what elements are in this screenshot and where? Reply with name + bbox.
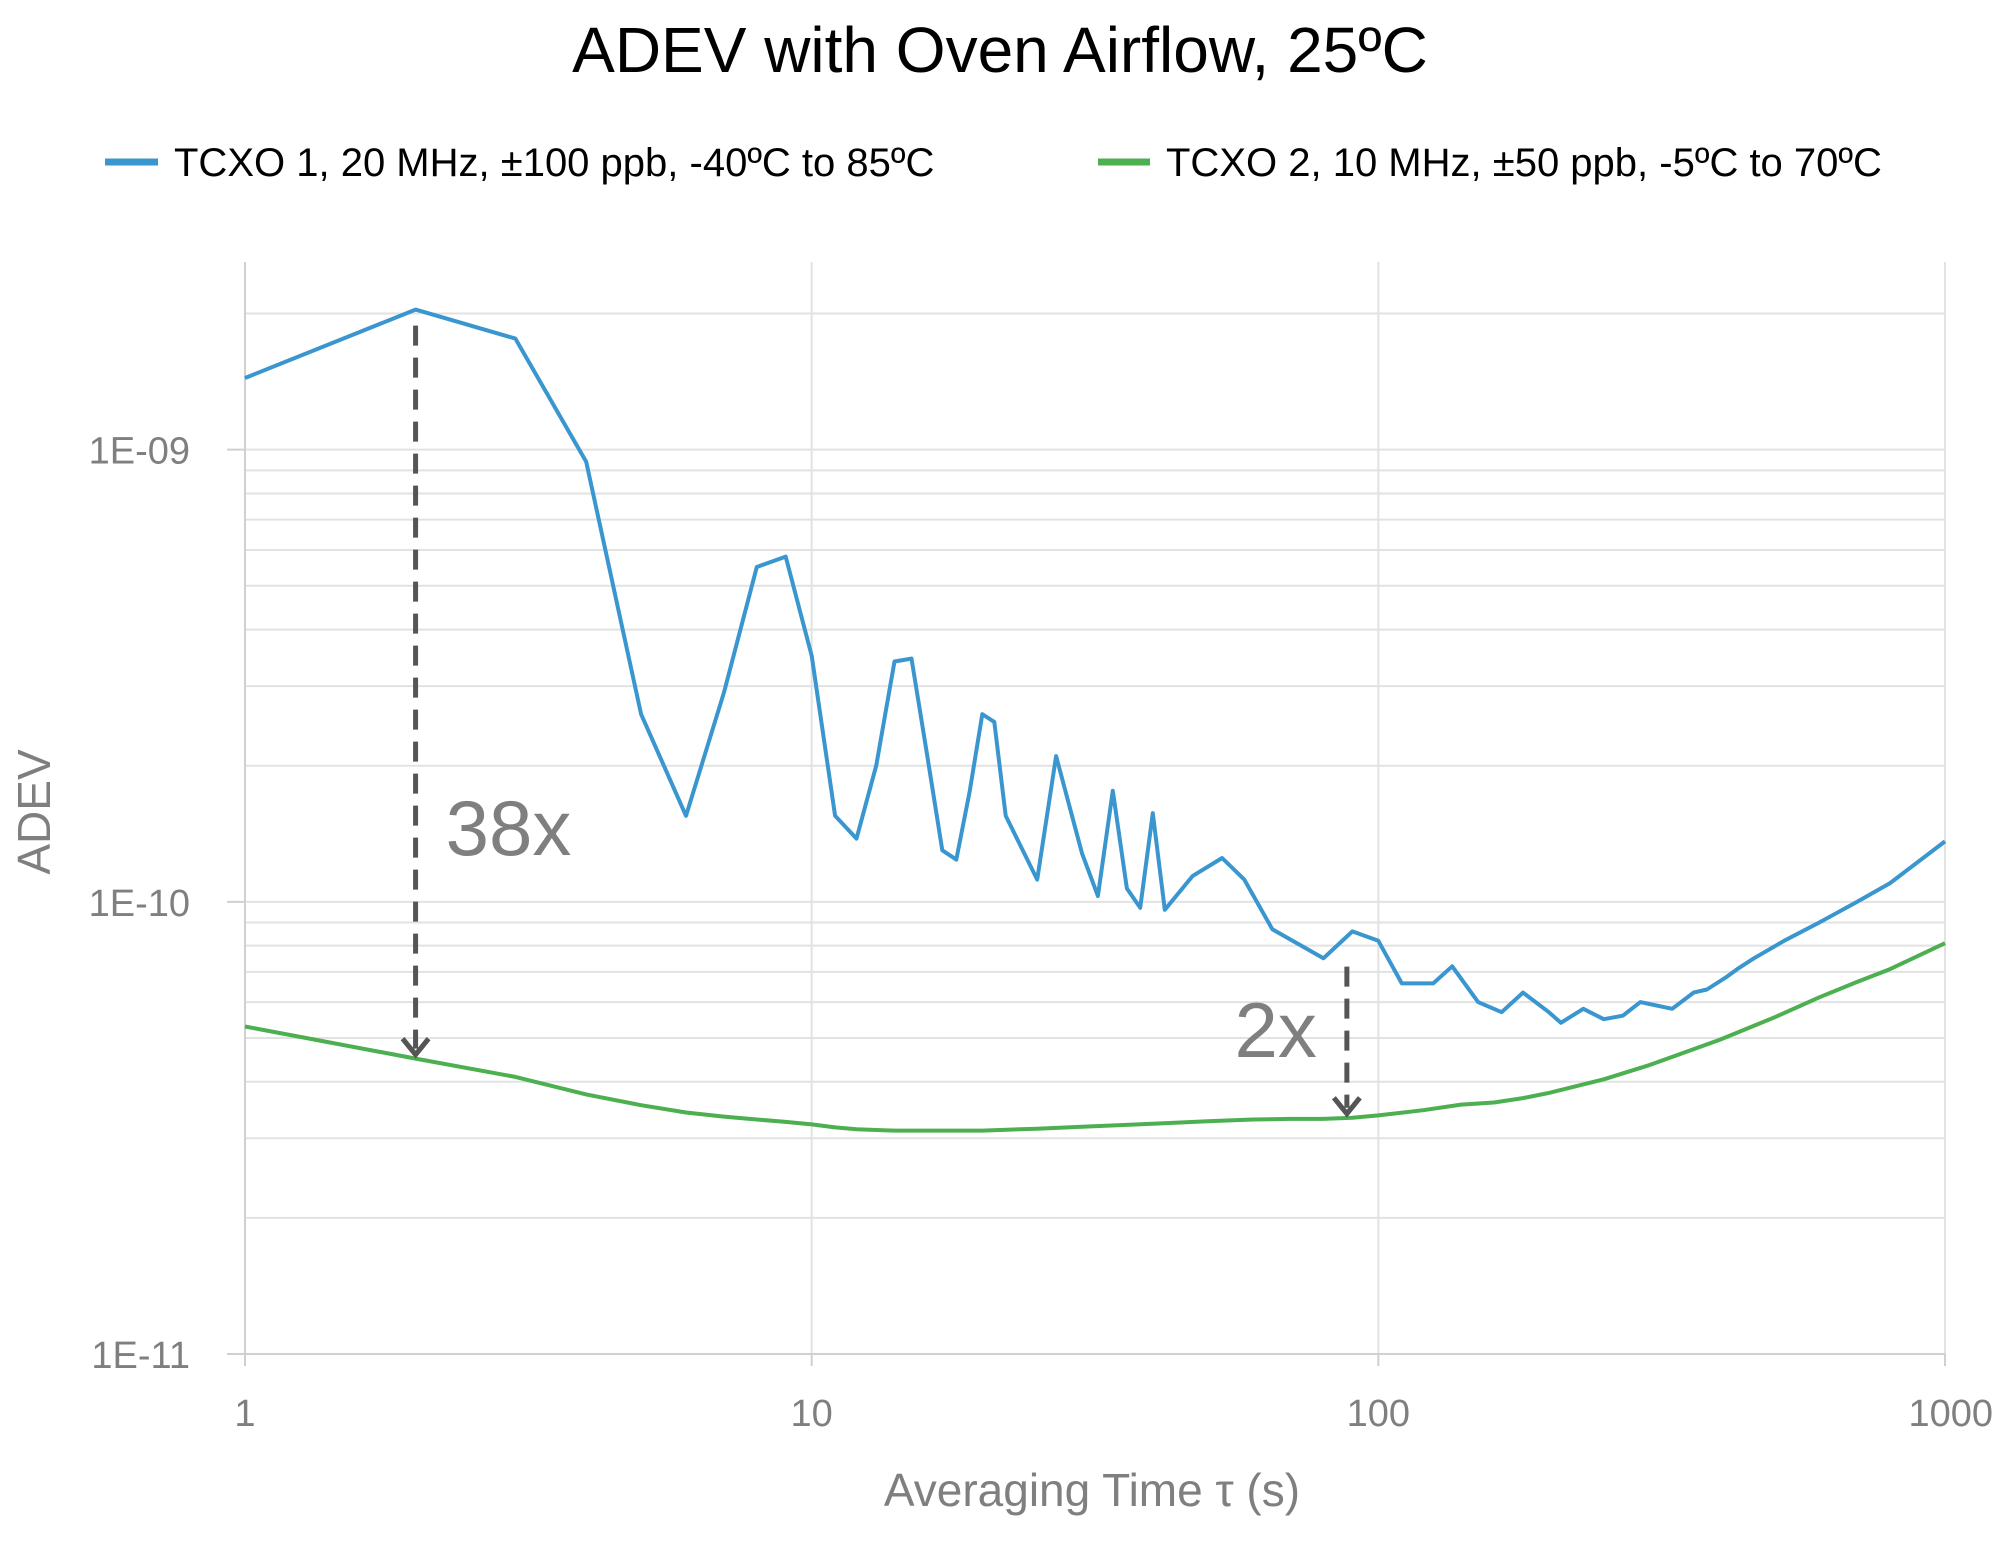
series-line-tcxo2 <box>244 941 1946 1133</box>
x-tick-label: 100 <box>1347 1393 1410 1435</box>
x-axis-label: Averaging Time τ (s) <box>884 1464 1300 1516</box>
y-tick-label: 1E-11 <box>91 1335 190 1377</box>
tick-labels: 1 10 100 1000 1E-11 1E-10 1E-09 <box>89 431 1993 1435</box>
y-tick-label: 1E-10 <box>89 883 190 925</box>
legend-item-tcxo1[interactable]: TCXO 1, 20 MHz, ±100 ppb, -40ºC to 85ºC <box>105 141 934 185</box>
legend-label-tcxo2: TCXO 2, 10 MHz, ±50 ppb, -5ºC to 70ºC <box>1166 141 1882 185</box>
annotations: 38x 2x <box>400 325 1362 1118</box>
chart-title: ADEV with Oven Airflow, 25ºC <box>572 14 1428 86</box>
series <box>244 307 1947 1133</box>
y-tick-label: 1E-09 <box>89 431 190 473</box>
series-line-tcxo1 <box>244 307 1947 1025</box>
legend-label-tcxo1: TCXO 1, 20 MHz, ±100 ppb, -40ºC to 85ºC <box>174 141 934 185</box>
annotation-arrowhead-1 <box>400 1037 431 1059</box>
x-tick-label: 10 <box>791 1393 833 1435</box>
x-tick-label: 1 <box>234 1393 255 1435</box>
annotation-arrowhead-2 <box>1331 1096 1362 1118</box>
x-tick-label: 1000 <box>1908 1393 1993 1435</box>
legend-item-tcxo2[interactable]: TCXO 2, 10 MHz, ±50 ppb, -5ºC to 70ºC <box>1098 141 1882 185</box>
axes <box>227 262 1946 1366</box>
annotation-label-38x: 38x <box>446 784 572 872</box>
y-axis-label: ADEV <box>8 749 60 875</box>
legend: TCXO 1, 20 MHz, ±100 ppb, -40ºC to 85ºC … <box>105 141 1882 185</box>
annotation-label-2x: 2x <box>1234 986 1316 1074</box>
